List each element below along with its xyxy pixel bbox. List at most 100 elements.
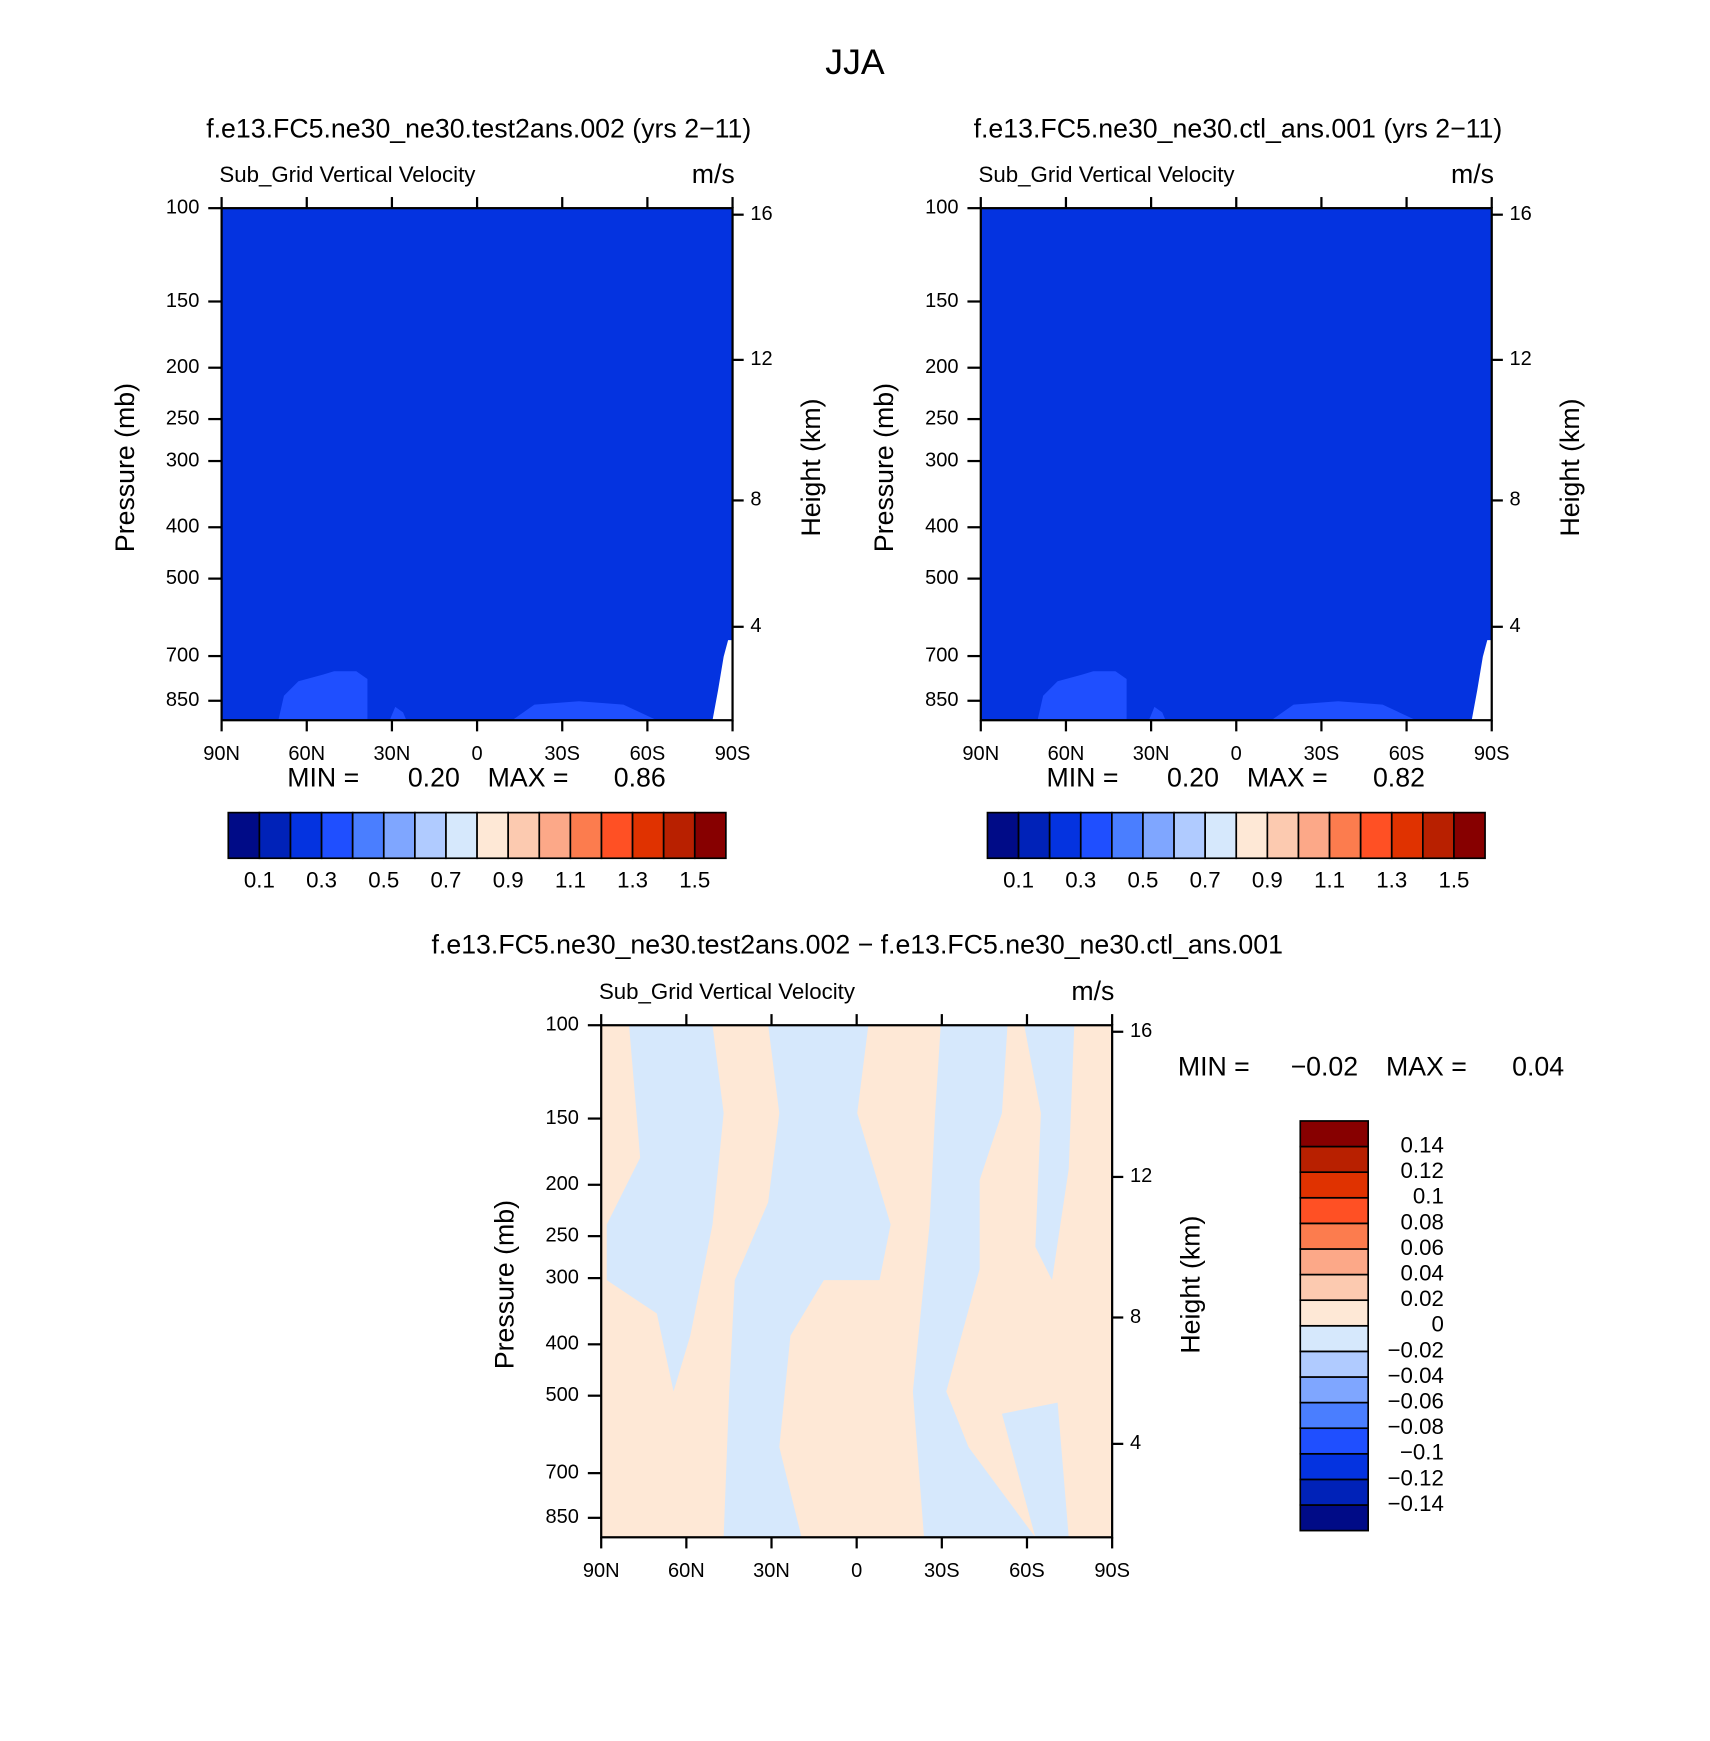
contour-fill bbox=[606, 1025, 724, 1392]
colorbar-label: 0.7 bbox=[431, 868, 462, 893]
colorbar-label: −0.14 bbox=[1388, 1491, 1444, 1516]
colorbar-label: 0.04 bbox=[1401, 1260, 1444, 1285]
y2-tick-label: 12 bbox=[1510, 348, 1532, 370]
colorbar-label: −0.02 bbox=[1388, 1337, 1444, 1362]
colorbar-box bbox=[1359, 811, 1393, 860]
y2-tick-label: 8 bbox=[1510, 489, 1521, 511]
colorbar-box bbox=[1299, 1299, 1370, 1327]
colorbar-box bbox=[1204, 811, 1238, 860]
contour-fill bbox=[980, 208, 1492, 721]
units: m/s bbox=[692, 159, 735, 189]
contour-fill bbox=[723, 1025, 891, 1538]
y-tick-label: 500 bbox=[166, 567, 199, 589]
colorbar-label: 1.3 bbox=[617, 868, 648, 893]
colorbar-box bbox=[986, 811, 1020, 860]
y2-tick-label: 16 bbox=[1510, 203, 1532, 225]
contour-fill bbox=[278, 671, 368, 721]
colorbar-box bbox=[476, 811, 510, 860]
contour-fill bbox=[912, 1025, 1036, 1538]
colorbar-label: 0.9 bbox=[1252, 868, 1283, 893]
min-label: MIN = bbox=[1046, 762, 1118, 792]
y-tick-label: 700 bbox=[166, 644, 199, 666]
y2-axis-label: Height (km) bbox=[796, 399, 826, 537]
colorbar-box bbox=[1299, 1427, 1370, 1455]
y-axis-label: Pressure (mb) bbox=[110, 383, 140, 552]
colorbar-label: −0.12 bbox=[1388, 1465, 1444, 1490]
x-tick-label: 90S bbox=[715, 743, 751, 765]
y-tick-label: 100 bbox=[925, 196, 958, 218]
colorbar-box bbox=[1299, 1120, 1370, 1148]
y-tick-label: 200 bbox=[925, 356, 958, 378]
colorbar-box bbox=[1299, 1248, 1370, 1276]
contour-fill bbox=[221, 208, 733, 721]
units: m/s bbox=[1451, 159, 1494, 189]
y-tick-label: 100 bbox=[546, 1014, 579, 1036]
y-tick-label: 850 bbox=[166, 689, 199, 711]
colorbar-box bbox=[1297, 811, 1331, 860]
colorbar-box bbox=[445, 811, 478, 860]
colorbar-box bbox=[258, 811, 292, 860]
colorbar-label: 0.9 bbox=[493, 868, 524, 893]
colorbar-box bbox=[1235, 811, 1269, 860]
x-tick-label: 60N bbox=[1048, 743, 1085, 765]
max-label: MAX = bbox=[488, 762, 569, 792]
colorbar-box bbox=[569, 811, 603, 860]
y-tick-label: 100 bbox=[166, 196, 199, 218]
colorbar-box bbox=[1299, 1196, 1370, 1225]
x-tick-label: 30S bbox=[544, 743, 580, 765]
colorbar-box bbox=[1453, 811, 1486, 860]
y2-tick-label: 16 bbox=[750, 203, 772, 225]
y-axis-label: Pressure (mb) bbox=[490, 1200, 520, 1369]
colorbar-box bbox=[600, 811, 634, 860]
colorbar-label: 1.5 bbox=[1438, 868, 1469, 893]
colorbar-label: −0.06 bbox=[1388, 1388, 1444, 1413]
colorbar-label: 1.1 bbox=[1314, 868, 1345, 893]
colorbar-box bbox=[631, 811, 665, 860]
min-label: MIN = bbox=[1178, 1052, 1250, 1082]
colorbar-label: 0.5 bbox=[1127, 868, 1158, 893]
colorbar-box bbox=[1299, 1376, 1370, 1404]
y2-tick-label: 4 bbox=[750, 615, 761, 637]
colorbar-label: −0.04 bbox=[1388, 1363, 1444, 1388]
x-tick-label: 0 bbox=[1231, 743, 1242, 765]
contour-fill bbox=[1024, 1025, 1075, 1281]
x-tick-label: 60S bbox=[1389, 743, 1425, 765]
y-tick-label: 200 bbox=[546, 1173, 579, 1195]
colorbar-label: 1.3 bbox=[1376, 868, 1407, 893]
y2-tick-label: 8 bbox=[1130, 1306, 1141, 1328]
y-tick-label: 150 bbox=[166, 290, 199, 312]
colorbar-label: −0.08 bbox=[1388, 1414, 1444, 1439]
colorbar-label: 0.5 bbox=[368, 868, 399, 893]
colorbar-box bbox=[1048, 811, 1082, 860]
colorbar-label: 0.3 bbox=[306, 868, 337, 893]
y-tick-label: 850 bbox=[925, 689, 958, 711]
colorbar-label: 1.5 bbox=[679, 868, 710, 893]
colorbar-box bbox=[414, 811, 447, 860]
colorbar-label: 1.1 bbox=[555, 868, 586, 893]
colorbar-box bbox=[1328, 811, 1362, 860]
max-label: MAX = bbox=[1247, 762, 1328, 792]
missing-region bbox=[1471, 640, 1492, 721]
y-axis-label: Pressure (mb) bbox=[869, 383, 899, 552]
y-tick-label: 500 bbox=[925, 567, 958, 589]
colorbar-box bbox=[1111, 811, 1144, 860]
min-value: 0.20 bbox=[408, 762, 460, 792]
colorbar-box bbox=[289, 811, 323, 860]
min-value: −0.02 bbox=[1291, 1052, 1359, 1082]
y-tick-label: 700 bbox=[546, 1461, 579, 1483]
colorbar-label: 0.3 bbox=[1065, 868, 1096, 893]
colorbar-box bbox=[1299, 1478, 1370, 1506]
contour-fill bbox=[1037, 671, 1127, 721]
max-value: 0.86 bbox=[614, 762, 666, 792]
y-tick-label: 400 bbox=[546, 1333, 579, 1355]
x-tick-label: 60S bbox=[1009, 1560, 1045, 1582]
colorbar-label: −0.1 bbox=[1400, 1440, 1444, 1465]
colorbar-box bbox=[1299, 1171, 1370, 1199]
x-tick-label: 0 bbox=[472, 743, 483, 765]
x-tick-label: 90N bbox=[583, 1560, 620, 1582]
colorbar-box bbox=[538, 811, 572, 860]
x-tick-label: 60S bbox=[630, 743, 666, 765]
x-tick-label: 60N bbox=[668, 1560, 705, 1582]
colorbar-label: 0.02 bbox=[1401, 1286, 1444, 1311]
